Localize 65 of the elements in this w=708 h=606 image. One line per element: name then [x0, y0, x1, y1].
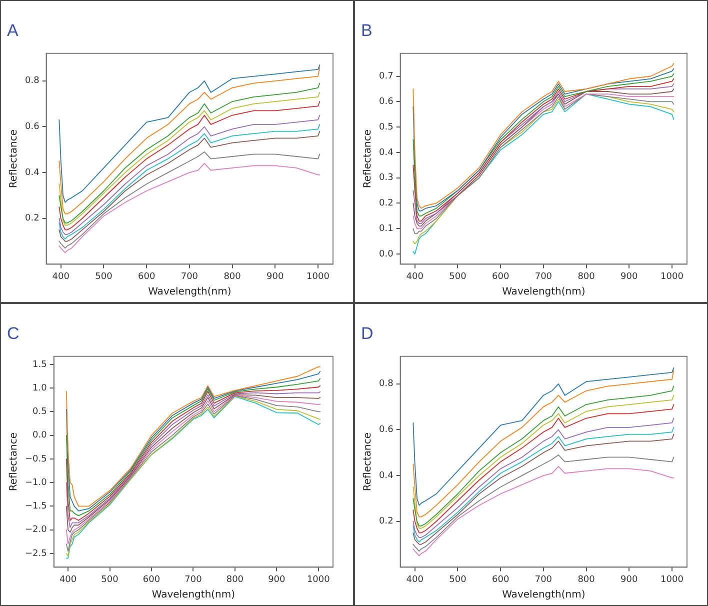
- x-tick-label: 1000: [306, 272, 330, 282]
- y-tick-label: 0.2: [24, 214, 40, 224]
- x-tick-label: 600: [492, 272, 510, 282]
- x-tick-label: 1000: [660, 272, 684, 282]
- x-tick-label: 600: [142, 574, 160, 585]
- x-tick-label: 900: [620, 272, 638, 282]
- chart-title: D: [361, 324, 374, 343]
- x-tick-label: 1000: [306, 574, 330, 585]
- x-tick-label: 500: [95, 272, 113, 282]
- y-axis-title: Reflectance: [8, 129, 20, 188]
- y-tick-label: 0.1: [378, 224, 394, 234]
- y-tick-label: 1.0: [32, 383, 48, 394]
- x-tick-label: 700: [534, 574, 552, 585]
- y-tick-label: 0.6: [24, 122, 40, 132]
- chart-title: B: [361, 20, 372, 40]
- y-tick-label: 0.4: [378, 148, 394, 158]
- x-tick-label: 500: [449, 574, 467, 585]
- x-tick-label: 500: [101, 574, 119, 585]
- x-tick-label: 400: [52, 272, 70, 282]
- x-tick-label: 700: [534, 272, 552, 282]
- y-tick-label: 0.4: [378, 470, 394, 481]
- y-tick-label: 0.5: [32, 407, 47, 418]
- x-axis-title: Wavelength(nm): [148, 286, 232, 298]
- x-tick-label: 500: [449, 272, 467, 282]
- y-tick-label: 0.8: [378, 379, 394, 390]
- x-tick-label: 800: [578, 574, 596, 585]
- x-tick-label: 400: [406, 574, 424, 585]
- y-tick-label: 0.2: [378, 516, 394, 527]
- y-tick-label: 0.8: [24, 76, 40, 86]
- x-tick-label: 800: [578, 272, 596, 282]
- y-tick-label: 0.3: [378, 173, 394, 184]
- x-tick-label: 600: [138, 272, 156, 282]
- y-tick-label: 0.6: [378, 425, 394, 436]
- y-tick-label: 0.5: [378, 122, 394, 132]
- x-tick-label: 800: [226, 574, 244, 585]
- x-tick-label: 900: [620, 574, 638, 585]
- y-tick-label: 0.7: [378, 72, 394, 82]
- y-tick-label: 1.5: [32, 360, 47, 370]
- y-tick-label: −2.0: [24, 525, 48, 536]
- y-tick-label: 0.4: [24, 168, 40, 178]
- x-tick-label: 600: [492, 574, 510, 585]
- y-tick-label: −2.5: [24, 548, 47, 559]
- y-tick-label: 0.2: [378, 198, 394, 209]
- x-tick-label: 400: [59, 574, 77, 585]
- x-axis-title: Wavelength(nm): [152, 590, 236, 601]
- x-tick-label: 700: [180, 272, 198, 282]
- x-tick-label: 400: [406, 272, 424, 282]
- x-tick-label: 900: [266, 272, 284, 282]
- y-tick-label: −0.5: [24, 454, 47, 464]
- y-tick-label: −1.0: [24, 478, 48, 488]
- y-axis-title: Reflectance: [362, 129, 374, 188]
- y-tick-label: −1.5: [24, 502, 47, 512]
- x-tick-label: 800: [224, 272, 242, 282]
- y-axis-title: Reflectance: [362, 432, 374, 492]
- x-tick-label: 700: [184, 574, 202, 585]
- x-tick-label: 900: [268, 574, 286, 585]
- x-axis-title: Wavelength(nm): [502, 590, 586, 601]
- y-tick-label: 0.0: [378, 249, 394, 260]
- y-tick-label: 0.6: [378, 97, 394, 107]
- y-tick-label: 0.0: [32, 430, 48, 441]
- x-tick-label: 1000: [660, 574, 684, 585]
- chart-title: A: [7, 20, 19, 40]
- x-axis-title: Wavelength(nm): [502, 286, 586, 298]
- chart-title: C: [7, 324, 20, 343]
- y-axis-title: Reflectance: [8, 432, 20, 492]
